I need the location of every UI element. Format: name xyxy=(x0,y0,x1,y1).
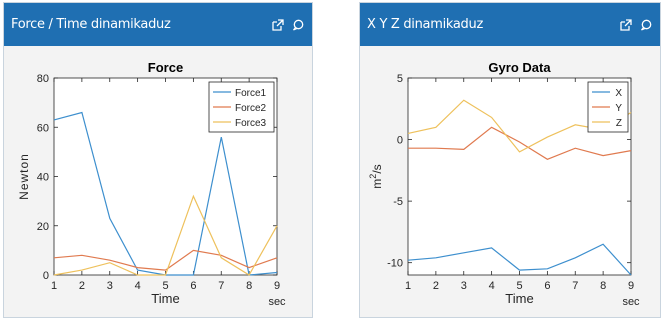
comment-icon[interactable] xyxy=(640,19,652,31)
x-tick-label: 5 xyxy=(162,280,168,292)
force-panel: Force / Time dinamikaduz Force 0 20 40 60 80 1… xyxy=(3,2,313,318)
gyro-panel: X Y Z dinamikaduz Gyro Data 5 0 -5 -10 1 2 3 4 5 6… xyxy=(359,2,661,318)
x-tick-label: 7 xyxy=(218,280,224,292)
y-tick-label: -5 xyxy=(393,196,403,208)
legend-label: Force1 xyxy=(235,88,267,99)
series-line-force3 xyxy=(53,194,278,276)
legend-label: Force2 xyxy=(235,103,267,114)
panel-header: X Y Z dinamikaduz xyxy=(360,3,660,46)
y-tick-label: 0 xyxy=(43,270,49,282)
x-tick-label: 1 xyxy=(405,280,411,292)
external-link-icon[interactable] xyxy=(620,18,632,31)
force-chart-area: Force 0 20 40 60 80 1 2 3 4 5 6 7 8 9 Time sec Newton Forc… xyxy=(4,46,312,317)
x-tick-label: 9 xyxy=(628,280,634,292)
y-tick-label: 60 xyxy=(37,122,49,134)
x-axis-label: Time xyxy=(151,291,179,306)
panel-title: X Y Z dinamikaduz xyxy=(367,17,483,32)
series-line-y xyxy=(408,126,632,160)
x-tick-label: 8 xyxy=(246,280,252,292)
y-axis-label: Newton xyxy=(17,153,31,200)
x-tick-label: 2 xyxy=(79,280,85,292)
force-chart: Force 0 20 40 60 80 1 2 3 4 5 6 7 8 9 Time sec Newton Forc… xyxy=(17,60,286,308)
x-axis-unit: sec xyxy=(268,296,286,308)
y-tick-label: 5 xyxy=(397,73,403,85)
x-tick-label: 1 xyxy=(51,280,57,292)
x-axis-unit: sec xyxy=(622,296,640,308)
chart-title: Force xyxy=(148,60,183,75)
gyro-chart: Gyro Data 5 0 -5 -101 2 3 4 5 6 7 8 9 Time sec m2/s XYZ xyxy=(368,60,640,308)
series-line-x xyxy=(407,243,632,276)
y-tick-label: 20 xyxy=(37,221,49,233)
x-axis-label: Time xyxy=(505,291,533,306)
x-tick-label: 2 xyxy=(433,280,439,292)
legend-label: X xyxy=(615,88,622,99)
legend-label: Force3 xyxy=(235,118,267,129)
y-tick-label: 0 xyxy=(397,135,403,147)
x-tick-label: 6 xyxy=(544,280,550,292)
x-tick-label: 4 xyxy=(489,280,495,292)
x-tick-label: 9 xyxy=(274,280,280,292)
comment-icon[interactable] xyxy=(292,19,304,31)
x-tick-label: 8 xyxy=(600,280,606,292)
panel-title: Force / Time dinamikaduz xyxy=(11,17,171,32)
gyro-chart-area: Gyro Data 5 0 -5 -10 1 2 3 4 5 6 7 8 9 Time sec m2/s X Y Z xyxy=(360,46,660,317)
x-tick-label: 6 xyxy=(190,280,196,292)
x-tick-label: 3 xyxy=(107,280,113,292)
x-tick-label: 4 xyxy=(135,280,141,292)
legend-label: Y xyxy=(615,103,622,114)
series-line-force2 xyxy=(53,249,278,271)
y-axis-label: m2/s xyxy=(368,164,384,188)
legend-label: Z xyxy=(616,118,622,129)
panel-header: Force / Time dinamikaduz xyxy=(4,3,312,46)
external-link-icon[interactable] xyxy=(272,18,284,31)
x-tick-label: 5 xyxy=(516,280,522,292)
y-tick-label: -10 xyxy=(387,258,403,270)
x-tick-label: 3 xyxy=(461,280,467,292)
x-tick-label: 7 xyxy=(572,280,578,292)
chart-title: Gyro Data xyxy=(488,60,551,75)
y-tick-label: 40 xyxy=(37,172,49,184)
y-tick-label: 80 xyxy=(37,73,49,85)
